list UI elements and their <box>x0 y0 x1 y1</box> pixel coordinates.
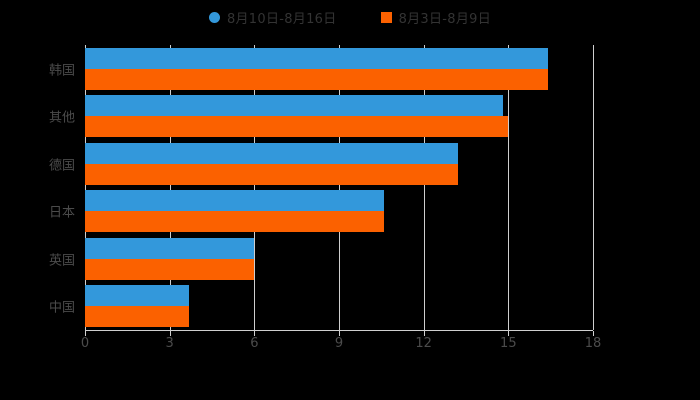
bar-series-1[interactable] <box>85 285 190 307</box>
gridline <box>508 45 510 330</box>
bar-series-1[interactable] <box>85 237 255 259</box>
legend-marker-circle-icon <box>208 12 220 23</box>
x-axis-tick-mark <box>508 331 510 336</box>
legend-marker-square-icon <box>380 12 392 23</box>
bar-series-1[interactable] <box>85 142 458 164</box>
y-axis-labels: 韩国其他德国日本英国中国 <box>0 45 75 330</box>
x-axis-tick-label: 9 <box>334 336 344 351</box>
bar-group <box>85 237 593 280</box>
x-axis-line <box>85 330 593 331</box>
x-axis-tick-mark <box>85 331 86 336</box>
y-axis-tick-label: 中国 <box>48 300 75 316</box>
y-axis-tick-label: 韩国 <box>48 63 75 79</box>
x-axis-tick-mark <box>593 331 594 336</box>
bar-group <box>85 142 593 185</box>
gridline <box>254 45 256 330</box>
gridline <box>85 45 86 330</box>
bar-series-1[interactable] <box>85 47 548 69</box>
legend-item-series-2[interactable]: 8月3日-8月9日 <box>380 8 492 27</box>
x-axis-tick-label: 6 <box>250 336 259 351</box>
legend-label-series-2: 8月3日-8月9日 <box>398 12 492 27</box>
legend-item-series-1[interactable]: 8月10日-8月16日 <box>208 8 337 27</box>
gridline <box>339 45 340 330</box>
bar-series-2[interactable] <box>85 116 509 138</box>
x-axis-tick-mark <box>254 331 256 336</box>
bar-series-2[interactable] <box>85 211 385 233</box>
plot-area <box>85 45 594 330</box>
x-axis-tick-label: 0 <box>80 336 90 351</box>
bar-series-2[interactable] <box>85 306 190 328</box>
x-axis-tick-mark <box>423 331 425 336</box>
bar-series-2[interactable] <box>85 163 458 185</box>
bar-group <box>85 47 593 90</box>
x-axis-tick-label: 15 <box>500 336 517 351</box>
gridline <box>169 45 171 330</box>
x-axis-tick-mark <box>169 331 171 336</box>
bar-group <box>85 285 593 328</box>
bar-group <box>85 95 593 138</box>
y-axis-tick-label: 英国 <box>48 253 75 269</box>
bar-series-1[interactable] <box>85 190 385 212</box>
bar-series-2[interactable] <box>85 68 548 90</box>
x-axis-tick-label: 3 <box>165 336 174 351</box>
x-axis-tick-label: 12 <box>415 336 432 351</box>
gridline <box>593 45 594 330</box>
legend-label-series-1: 8月10日-8月16日 <box>226 12 337 27</box>
x-axis-tick-label: 18 <box>584 336 602 351</box>
chart-legend: 8月10日-8月16日 8月3日-8月9日 <box>0 8 700 27</box>
y-axis-tick-label: 其他 <box>48 110 75 126</box>
bar-series-2[interactable] <box>85 258 255 280</box>
x-axis-tick-mark <box>339 331 340 336</box>
gridline <box>423 45 425 330</box>
y-axis-tick-label: 德国 <box>48 158 75 174</box>
bar-group <box>85 190 593 233</box>
y-axis-tick-label: 日本 <box>48 205 75 221</box>
bar-series-1[interactable] <box>85 95 503 117</box>
